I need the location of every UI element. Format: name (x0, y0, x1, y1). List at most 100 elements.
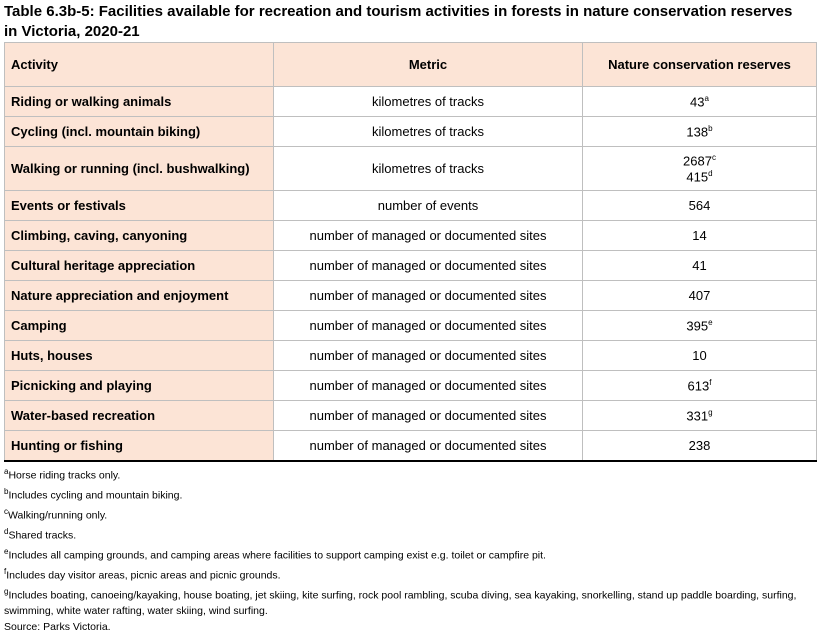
footnote-ref: b (708, 124, 712, 133)
activity-cell: Events or festivals (5, 191, 274, 221)
value-cell: 564 (583, 191, 817, 221)
value-cell: 10 (583, 341, 817, 371)
value-text: 41 (692, 258, 706, 273)
footnote-ref: e (708, 318, 712, 327)
value-text: 2687 (683, 154, 712, 169)
value: 10 (589, 348, 810, 363)
value-text: 564 (689, 198, 711, 213)
metric-cell: number of managed or documented sites (274, 371, 583, 401)
table-title: Table 6.3b-5: Facilities available for r… (0, 0, 813, 42)
value-cell: 395e (583, 311, 817, 341)
footnote-text: Shared tracks. (8, 530, 76, 542)
value-cell: 407 (583, 281, 817, 311)
footnote-ref: d (708, 169, 712, 178)
metric-cell: number of managed or documented sites (274, 431, 583, 462)
metric-cell: number of managed or documented sites (274, 311, 583, 341)
value-cell: 138b (583, 117, 817, 147)
value-cell: 41 (583, 251, 817, 281)
notes: aHorse riding tracks only.bIncludes cycl… (0, 462, 820, 635)
footnote-ref: g (708, 408, 712, 417)
activity-cell: Picnicking and playing (5, 371, 274, 401)
value: 415d (589, 169, 810, 184)
metric-cell: number of managed or documented sites (274, 401, 583, 431)
activity-cell: Huts, houses (5, 341, 274, 371)
value-text: 395 (686, 318, 708, 333)
source: Source: Parks Victoria. (4, 620, 816, 635)
value-text: 407 (689, 288, 711, 303)
activity-cell: Riding or walking animals (5, 87, 274, 117)
page: Table 6.3b-5: Facilities available for r… (0, 0, 820, 601)
activity-cell: Water-based recreation (5, 401, 274, 431)
value-text: 331 (686, 408, 708, 423)
value: 613f (589, 378, 810, 393)
footnote: dShared tracks. (4, 524, 816, 544)
footnote-text: Includes cycling and mountain biking. (8, 490, 182, 502)
footnote: gIncludes boating, canoeing/kayaking, ho… (4, 584, 816, 620)
value-text: 14 (692, 228, 706, 243)
value: 14 (589, 228, 810, 243)
footnote: aHorse riding tracks only. (4, 464, 816, 484)
footnote-text: Horse riding tracks only. (8, 470, 120, 482)
table-row: Walking or running (incl. bushwalking)ki… (5, 147, 817, 191)
value-text: 138 (686, 124, 708, 139)
column-header: Metric (274, 43, 583, 87)
activity-cell: Nature appreciation and enjoyment (5, 281, 274, 311)
metric-cell: number of managed or documented sites (274, 221, 583, 251)
value: 43a (589, 94, 810, 109)
activity-cell: Cultural heritage appreciation (5, 251, 274, 281)
footnote-text: Includes all camping grounds, and campin… (8, 550, 546, 562)
activity-cell: Cycling (incl. mountain biking) (5, 117, 274, 147)
activity-cell: Climbing, caving, canyoning (5, 221, 274, 251)
value: 395e (589, 318, 810, 333)
activity-cell: Hunting or fishing (5, 431, 274, 462)
column-header: Nature conservation reserves (583, 43, 817, 87)
footnote-ref: f (709, 378, 711, 387)
value: 407 (589, 288, 810, 303)
metric-cell: number of events (274, 191, 583, 221)
value-cell: 238 (583, 431, 817, 462)
value: 564 (589, 198, 810, 213)
value-text: 415 (686, 169, 708, 184)
value: 331g (589, 408, 810, 423)
value: 41 (589, 258, 810, 273)
footnote: cWalking/running only. (4, 504, 816, 524)
value-text: 238 (689, 438, 711, 453)
value: 138b (589, 124, 810, 139)
value-text: 613 (688, 378, 710, 393)
value: 238 (589, 438, 810, 453)
footnote-ref: a (705, 94, 709, 103)
metric-cell: kilometres of tracks (274, 87, 583, 117)
footnote-text: Walking/running only. (8, 510, 107, 522)
column-header: Activity (5, 43, 274, 87)
value-text: 10 (692, 348, 706, 363)
metric-cell: number of managed or documented sites (274, 251, 583, 281)
metric-cell: number of managed or documented sites (274, 341, 583, 371)
value-cell: 331g (583, 401, 817, 431)
value-cell: 43a (583, 87, 817, 117)
value: 2687c (589, 153, 810, 168)
footnote-text: Includes day visitor areas, picnic areas… (6, 570, 280, 582)
footnote-text: Includes boating, canoeing/kayaking, hou… (4, 590, 796, 618)
footnote: eIncludes all camping grounds, and campi… (4, 544, 816, 564)
footnote: fIncludes day visitor areas, picnic area… (4, 564, 816, 584)
footnote-ref: c (712, 153, 716, 162)
value-text: 43 (690, 94, 704, 109)
footnote: bIncludes cycling and mountain biking. (4, 484, 816, 504)
metric-cell: number of managed or documented sites (274, 281, 583, 311)
activity-cell: Camping (5, 311, 274, 341)
activity-cell: Walking or running (incl. bushwalking) (5, 147, 274, 191)
metric-cell: kilometres of tracks (274, 117, 583, 147)
